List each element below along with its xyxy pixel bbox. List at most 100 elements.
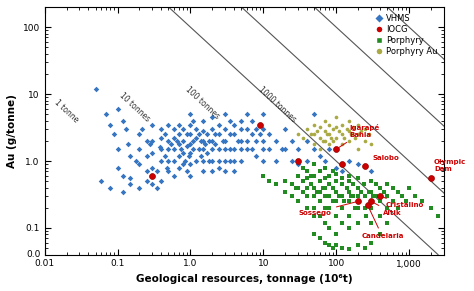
- VHMS: [171, 127, 178, 132]
- VHMS: [154, 169, 161, 174]
- VHMS: [127, 182, 134, 187]
- VHMS: [164, 159, 172, 163]
- VHMS: [200, 147, 207, 152]
- VHMS: [136, 147, 143, 152]
- Porphyry Au: [361, 139, 369, 143]
- VHMS: [219, 139, 227, 143]
- Porphyry: [310, 232, 318, 237]
- Porphyry: [361, 246, 369, 251]
- VHMS: [187, 173, 194, 178]
- VHMS: [265, 147, 273, 152]
- VHMS: [216, 132, 223, 137]
- Porphyry: [273, 182, 280, 187]
- Porphyry: [349, 182, 357, 187]
- VHMS: [230, 132, 238, 137]
- Porphyry Au: [303, 139, 311, 143]
- VHMS: [192, 127, 200, 132]
- IOCG: [355, 199, 362, 204]
- Porphyry: [303, 169, 311, 174]
- Porphyry Au: [357, 129, 365, 133]
- VHMS: [136, 132, 143, 137]
- VHMS: [175, 122, 183, 127]
- Porphyry: [325, 205, 333, 210]
- Porphyry: [332, 232, 340, 237]
- Porphyry: [316, 179, 324, 184]
- VHMS: [187, 122, 194, 127]
- VHMS: [164, 147, 172, 152]
- VHMS: [211, 132, 219, 137]
- Porphyry: [325, 243, 333, 248]
- VHMS: [197, 153, 205, 158]
- VHMS: [209, 159, 216, 163]
- VHMS: [226, 132, 234, 137]
- Text: 1 tonne: 1 tonne: [53, 98, 81, 124]
- Porphyry: [321, 176, 328, 181]
- Porphyry: [332, 243, 340, 248]
- VHMS: [209, 127, 216, 132]
- VHMS: [230, 147, 238, 152]
- Porphyry Au: [310, 122, 318, 127]
- Porphyry: [405, 185, 413, 190]
- Porphyry Au: [323, 132, 331, 137]
- VHMS: [205, 139, 213, 143]
- VHMS: [98, 179, 105, 184]
- Text: Olympic
Dam: Olympic Dam: [433, 159, 466, 177]
- VHMS: [157, 159, 165, 163]
- Porphyry Au: [345, 118, 353, 123]
- Porphyry Au: [316, 147, 324, 152]
- VHMS: [230, 169, 238, 174]
- VHMS: [209, 147, 216, 152]
- VHMS: [209, 169, 216, 174]
- Porphyry Au: [310, 132, 318, 137]
- IOCG: [148, 173, 156, 178]
- Porphyry: [345, 179, 353, 184]
- Porphyry: [325, 194, 333, 198]
- Porphyry Au: [349, 125, 357, 129]
- Porphyry: [299, 179, 307, 184]
- VHMS: [200, 139, 207, 143]
- VHMS: [173, 139, 181, 143]
- Porphyry: [316, 199, 324, 204]
- Porphyry: [394, 189, 401, 194]
- Porphyry: [380, 189, 388, 194]
- Porphyry: [321, 220, 328, 225]
- Porphyry: [345, 226, 353, 230]
- VHMS: [273, 159, 280, 163]
- Porphyry: [367, 189, 375, 194]
- VHMS: [253, 139, 260, 143]
- VHMS: [180, 127, 187, 132]
- VHMS: [185, 153, 192, 158]
- Porphyry: [307, 173, 315, 178]
- Porphyry Au: [347, 132, 355, 137]
- VHMS: [177, 147, 185, 152]
- Porphyry: [341, 199, 348, 204]
- VHMS: [338, 169, 346, 174]
- Porphyry: [345, 199, 353, 204]
- Porphyry: [349, 194, 357, 198]
- VHMS: [148, 122, 156, 127]
- VHMS: [367, 169, 375, 174]
- VHMS: [180, 139, 187, 143]
- VHMS: [119, 189, 127, 194]
- VHMS: [237, 159, 245, 163]
- VHMS: [289, 159, 296, 163]
- Porphyry: [321, 194, 328, 198]
- VHMS: [157, 179, 165, 184]
- Porphyry Au: [345, 129, 353, 133]
- VHMS: [273, 139, 280, 143]
- VHMS: [243, 112, 251, 117]
- VHMS: [119, 173, 127, 178]
- VHMS: [248, 132, 256, 137]
- Porphyry: [336, 194, 343, 198]
- VHMS: [200, 129, 207, 133]
- VHMS: [183, 169, 191, 174]
- VHMS: [294, 162, 302, 166]
- Porphyry: [383, 205, 391, 210]
- VHMS: [114, 147, 121, 152]
- Porphyry: [332, 171, 340, 176]
- VHMS: [164, 122, 172, 127]
- VHMS: [119, 118, 127, 123]
- Porphyry Au: [329, 139, 337, 143]
- Porphyry: [310, 173, 318, 178]
- VHMS: [183, 143, 191, 148]
